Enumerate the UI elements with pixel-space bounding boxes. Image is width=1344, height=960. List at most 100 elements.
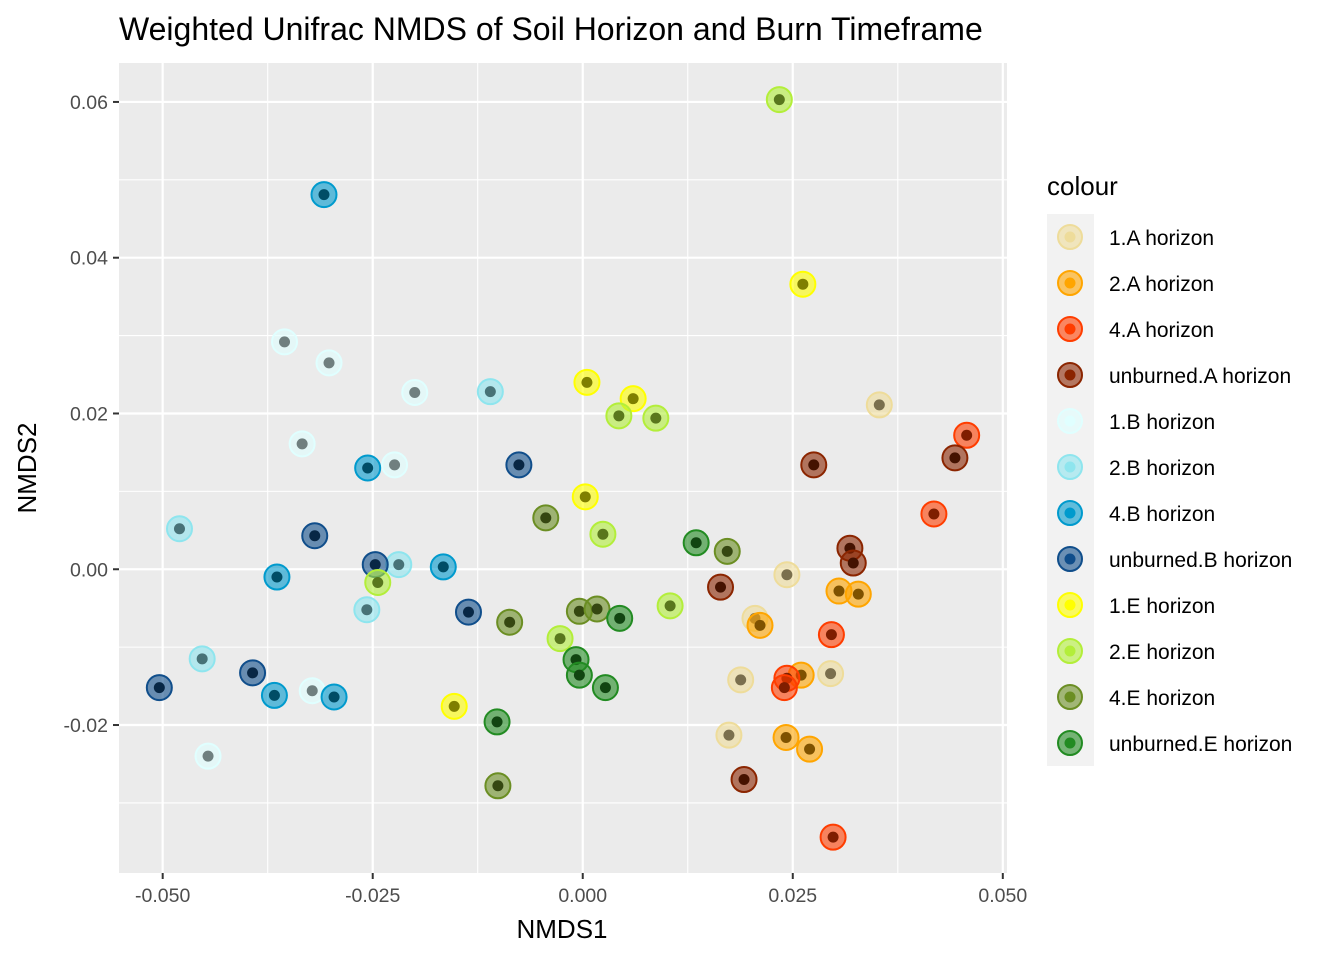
y-tick-label: -0.02 — [64, 715, 108, 737]
data-point-inner — [573, 669, 585, 681]
data-point-inner — [627, 393, 639, 405]
data-point-inner — [825, 629, 837, 641]
legend-item: 4.B horizon — [1057, 500, 1215, 526]
legend-item: 4.E horizon — [1057, 684, 1215, 710]
data-point-inner — [323, 357, 335, 369]
legend-key-inner — [1064, 691, 1076, 703]
data-point-inner — [581, 376, 593, 388]
data-point-inner — [690, 537, 702, 549]
legend-item: 4.A horizon — [1057, 316, 1214, 342]
legend-key-background — [1047, 214, 1094, 766]
data-point-inner — [196, 653, 208, 665]
data-point-inner — [361, 604, 373, 616]
y-axis: -0.02 0.00 0.02 0.04 0.06 — [64, 92, 119, 737]
data-point-inner — [492, 780, 504, 792]
data-point-inner — [504, 616, 516, 628]
legend-label: 1.E horizon — [1109, 595, 1215, 618]
data-point-inner — [773, 94, 785, 106]
legend-label: 4.E horizon — [1109, 687, 1215, 710]
data-point-inner — [825, 668, 837, 680]
data-point-inner — [723, 729, 735, 741]
data-point-inner — [780, 731, 792, 743]
legend-item: 2.A horizon — [1057, 270, 1214, 296]
data-point-inner — [173, 523, 185, 535]
data-point-inner — [540, 512, 552, 524]
data-point-inner — [296, 438, 308, 450]
data-point-inner — [597, 528, 609, 540]
legend-key-inner — [1064, 553, 1076, 565]
legend-label: 2.E horizon — [1109, 641, 1215, 664]
series-points — [770, 421, 981, 851]
data-point-inner — [279, 336, 291, 348]
x-tick-label: -0.050 — [135, 885, 190, 907]
legend-key-inner — [1064, 369, 1076, 381]
data-point-inner — [389, 459, 401, 471]
data-point-inner — [153, 682, 165, 694]
data-point-inner — [808, 459, 820, 471]
x-tick-label: 0.025 — [768, 885, 817, 907]
data-point-inner — [664, 600, 676, 612]
legend-item: 2.E horizon — [1057, 638, 1215, 664]
data-point-inner — [781, 569, 793, 581]
series-points — [715, 391, 893, 749]
legend-items: 1.A horizon 2.A horizon 4.A horizon unburne… — [1057, 224, 1292, 756]
legend-label: 2.A horizon — [1109, 273, 1214, 296]
legend-label: 4.B horizon — [1109, 503, 1215, 526]
data-point-inner — [827, 831, 839, 843]
legend-item: 1.B horizon — [1057, 408, 1215, 434]
series-points — [260, 181, 457, 711]
legend-key-inner — [1064, 461, 1076, 473]
data-point-inner — [309, 530, 321, 542]
data-point-inner — [306, 685, 318, 697]
legend-title: colour — [1047, 171, 1118, 201]
data-point-inner — [462, 606, 474, 618]
data-point-inner — [271, 571, 283, 583]
data-point-inner — [852, 588, 864, 600]
data-point-inner — [721, 545, 733, 557]
data-point-inner — [393, 559, 405, 571]
data-point-inner — [797, 278, 809, 290]
data-point-inner — [928, 508, 940, 520]
legend-item: 1.E horizon — [1057, 592, 1215, 618]
data-point-inner — [573, 605, 585, 617]
series-points — [165, 378, 504, 673]
chart-title: Weighted Unifrac NMDS of Soil Horizon an… — [119, 11, 983, 47]
x-tick-label: -0.025 — [345, 885, 400, 907]
data-point-inner — [715, 581, 727, 593]
legend-item: 1.A horizon — [1057, 224, 1214, 250]
x-axis-title: NMDS1 — [516, 914, 607, 944]
data-point-inner — [484, 386, 496, 398]
data-point-inner — [554, 633, 566, 645]
data-point-inner — [372, 576, 384, 588]
series-points — [707, 444, 969, 794]
legend-label: 1.B horizon — [1109, 411, 1215, 434]
data-point-inner — [579, 491, 591, 503]
series-points — [364, 86, 793, 653]
data-point-inner — [599, 682, 611, 694]
data-point-inner — [847, 557, 859, 569]
legend-item: unburned.E horizon — [1057, 730, 1292, 756]
data-point-inner — [268, 689, 280, 701]
data-point-inner — [949, 452, 961, 464]
data-point-inner — [613, 410, 625, 422]
data-point-inner — [202, 750, 214, 762]
plot-panel — [119, 63, 1007, 873]
legend-label: unburned.E horizon — [1109, 733, 1292, 756]
legend-label: 4.A horizon — [1109, 319, 1214, 342]
data-point-inner — [735, 674, 747, 686]
data-point-inner — [961, 429, 973, 441]
data-point-inner — [328, 691, 340, 703]
series-points — [440, 270, 817, 720]
data-point-inner — [738, 774, 750, 786]
legend-key-inner — [1064, 277, 1076, 289]
data-point-inner — [247, 667, 259, 679]
legend-key-inner — [1064, 737, 1076, 749]
legend-label: unburned.A horizon — [1109, 365, 1291, 388]
data-point-inner — [409, 386, 421, 398]
data-point-inner — [804, 743, 816, 755]
data-point-inner — [448, 700, 460, 712]
data-point-inner — [833, 585, 845, 597]
data-point-inner — [873, 399, 885, 411]
y-tick-label: 0.00 — [70, 559, 108, 581]
